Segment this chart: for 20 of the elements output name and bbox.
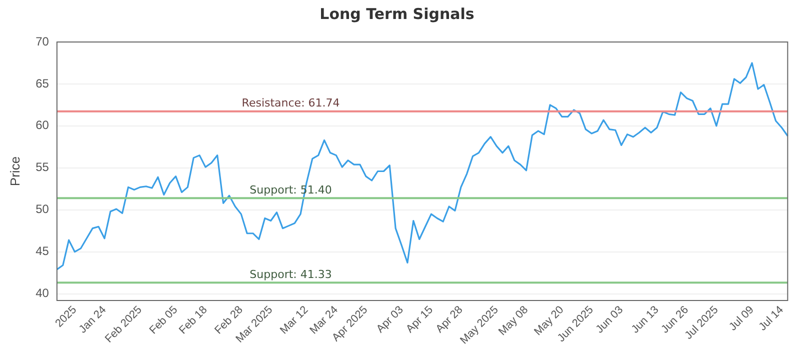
x-tick-label: Jun 13	[629, 304, 662, 336]
y-tick-label: 45	[36, 244, 50, 258]
x-tick-label: Apr 28	[434, 304, 466, 336]
ref-line-label: Resistance: 61.74	[242, 96, 340, 110]
y-axis-title: Price	[7, 156, 22, 186]
x-tick-label: Jun 03	[594, 304, 626, 336]
chart-title: Long Term Signals	[320, 4, 474, 23]
y-tick-label: 65	[36, 76, 50, 90]
x-tick-label: Mar 12	[278, 304, 311, 337]
x-tick-label: May 08	[496, 304, 531, 338]
y-tick-label: 55	[36, 160, 50, 174]
x-tick-label: Jul 09	[727, 304, 756, 334]
x-tick-label: Jul 14	[756, 304, 786, 334]
y-tick-label: 60	[36, 118, 50, 132]
y-tick-label: 50	[36, 202, 50, 216]
y-tick-label: 40	[36, 286, 50, 300]
ref-line-label: Support: 41.33	[250, 268, 332, 281]
y-tick-label: 70	[36, 34, 50, 48]
x-tick-label: Apr 03	[374, 304, 406, 336]
x-tick-label: Apr 15	[404, 304, 436, 336]
